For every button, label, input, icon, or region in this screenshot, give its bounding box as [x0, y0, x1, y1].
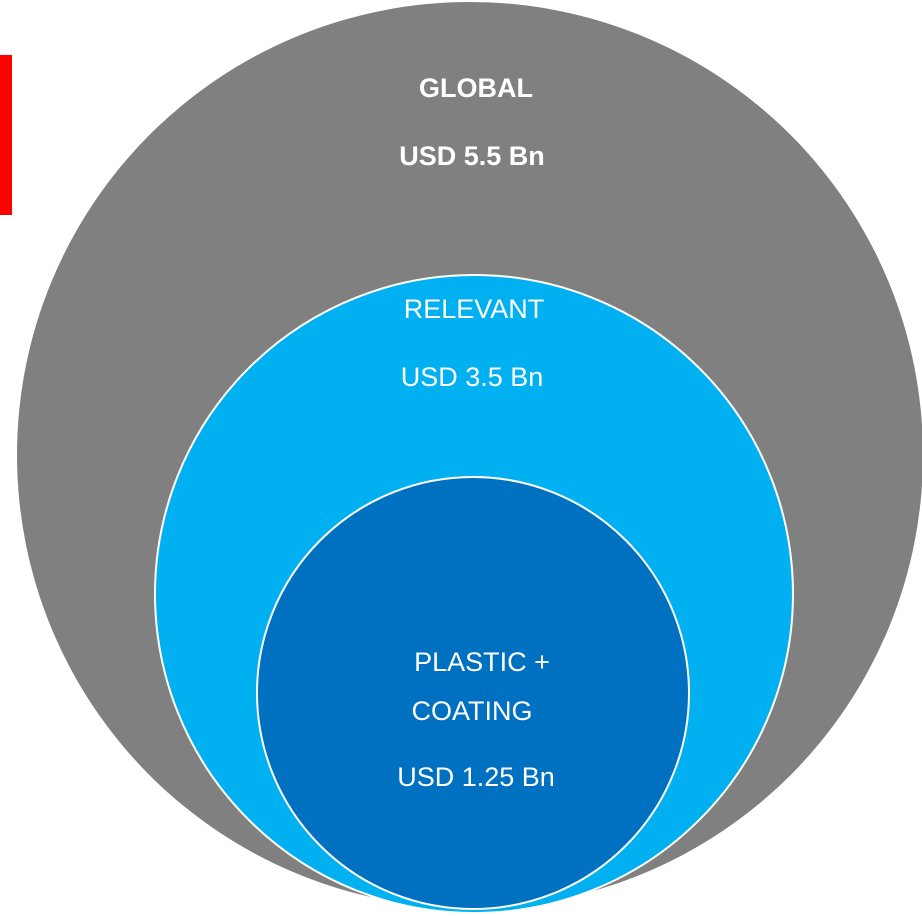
plastic-coating-value: USD 1.25 Bn [397, 762, 555, 792]
accent-bar [0, 55, 12, 215]
plastic-coating-label-line: PLASTIC + [414, 647, 550, 677]
plastic-coating-label-line: COATING [412, 696, 533, 726]
global-label: GLOBAL [419, 73, 533, 103]
plastic-coating-circle [256, 476, 690, 910]
relevant-label: RELEVANT [404, 294, 545, 324]
global-value: USD 5.5 Bn [399, 141, 545, 171]
relevant-value: USD 3.5 Bn [401, 362, 544, 392]
